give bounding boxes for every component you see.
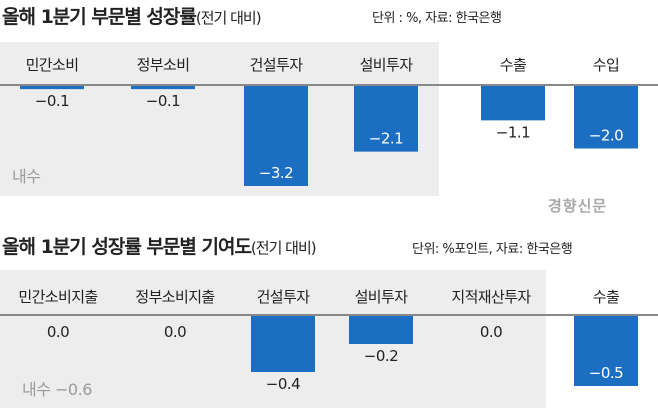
chart2-bar [574, 316, 638, 386]
chart2-category-label: 지적재산투자 [451, 288, 531, 306]
chart1-category-label: 정부소비 [137, 56, 190, 74]
chart1-value-label: −1.1 [496, 123, 530, 141]
chart1-category-label: 수입 [593, 56, 619, 74]
chart1-subtitle: (전기 대비) [195, 9, 262, 27]
chart1-bar [481, 86, 545, 121]
chart2-category-label: 민간소비지출 [18, 288, 97, 306]
chart2-value-label: 0.0 [47, 323, 69, 341]
chart1-title-main: 올해 1분기 부문별 성장률 [2, 6, 197, 28]
chart2-title-main: 올해 1분기 성장률 부문별 기여도 [2, 236, 252, 258]
chart1-value-label: −2.0 [589, 127, 623, 145]
chart1-value-label: −2.1 [369, 130, 403, 148]
chart2-bar [349, 316, 413, 344]
chart2-value-label: −0.5 [589, 364, 623, 382]
chart2-category-label: 건설투자 [257, 288, 311, 306]
chart2-category-label: 정부소비지출 [135, 288, 214, 306]
chart2-domestic-label: 내수 −0.6 [22, 380, 92, 399]
chart2-subtitle: (전기 대비) [250, 239, 317, 257]
chart1-title: 올해 1분기 부문별 성장률(전기 대비) [2, 2, 262, 29]
chart2-value-label: −0.4 [266, 375, 300, 393]
chart2-value-label: 0.0 [480, 323, 502, 341]
chart2-value-label: −0.2 [364, 347, 398, 365]
chart2-source: 단위: %포인트, 자료: 한국은행 [412, 242, 573, 257]
chart2-axis [0, 314, 658, 316]
chart1-bar [131, 86, 195, 90]
chart1-value-label: −0.1 [146, 92, 180, 110]
chart1-category-label: 설비투자 [360, 56, 414, 74]
chart2-category-label: 설비투자 [355, 288, 409, 306]
chart1-category-label: 민간소비 [26, 56, 79, 74]
chart1-bar [354, 86, 418, 152]
chart2-title: 올해 1분기 성장률 부문별 기여도(전기 대비) [2, 232, 317, 259]
chart1-axis [0, 84, 658, 86]
chart1-category-label: 수출 [500, 56, 526, 74]
chart1-source: 단위 : %, 자료: 한국은행 [372, 11, 502, 26]
chart2-category-label: 수출 [593, 288, 619, 306]
chart1-value-label: −0.1 [35, 92, 69, 110]
chart2-bar [251, 316, 315, 372]
chart1-value-label: −3.2 [259, 164, 293, 182]
chart2-value-label: 0.0 [164, 323, 186, 341]
watermark: 경향신문 [548, 197, 608, 215]
chart1-bar [20, 86, 84, 90]
chart1-domestic-label: 내수 [12, 167, 41, 186]
chart1-bar [574, 86, 638, 149]
chart1-category-label: 건설투자 [250, 56, 304, 74]
chart1-bar [244, 86, 308, 186]
